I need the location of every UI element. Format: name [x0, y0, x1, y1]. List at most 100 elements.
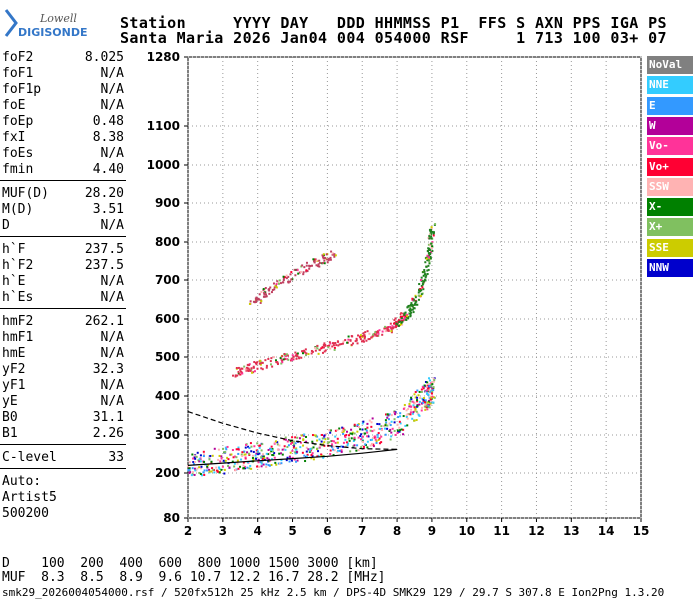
data-point — [305, 270, 308, 273]
data-point — [324, 257, 327, 260]
data-point — [422, 288, 425, 291]
param-value: N/A — [100, 346, 124, 361]
data-point — [278, 279, 281, 282]
data-point — [207, 463, 210, 466]
data-point — [394, 413, 397, 416]
param-row: foF1p N/A — [2, 82, 124, 98]
data-point — [292, 440, 295, 443]
data-point — [418, 283, 421, 286]
data-point — [332, 440, 335, 443]
data-point — [230, 453, 233, 456]
data-point — [299, 446, 302, 449]
data-point — [333, 348, 336, 351]
data-point — [427, 400, 430, 403]
data-point — [277, 282, 280, 285]
header-line-1: Station YYYY DAY DDD HHMMSS P1 FFS S AXN… — [120, 14, 667, 32]
data-point — [398, 420, 401, 423]
data-point — [271, 288, 274, 291]
data-point — [374, 331, 377, 334]
artist-label: Artist5 — [2, 490, 57, 505]
data-point — [206, 465, 209, 468]
data-point — [425, 274, 428, 277]
data-point — [258, 293, 261, 296]
data-point — [344, 436, 347, 439]
data-point — [391, 325, 394, 328]
data-point — [359, 338, 362, 341]
data-point — [340, 445, 343, 448]
data-point — [188, 469, 191, 472]
data-point — [248, 453, 251, 456]
data-point — [430, 251, 433, 254]
data-point — [198, 466, 201, 469]
data-point — [236, 459, 239, 462]
data-point — [272, 454, 275, 457]
data-point — [255, 363, 258, 366]
data-point — [244, 456, 247, 459]
data-point — [202, 471, 205, 474]
data-point — [241, 367, 244, 370]
data-point — [342, 432, 345, 435]
data-point — [223, 460, 226, 463]
data-point — [421, 397, 424, 400]
data-point — [370, 425, 373, 428]
data-point — [381, 333, 384, 336]
data-point — [203, 460, 206, 463]
data-point — [270, 291, 273, 294]
data-point — [244, 446, 247, 449]
data-point — [199, 472, 202, 475]
data-point — [200, 467, 203, 470]
data-point — [422, 400, 425, 403]
param-name: hmE — [2, 346, 26, 361]
data-point — [424, 276, 427, 279]
data-point — [320, 440, 323, 443]
data-point — [432, 401, 435, 404]
data-point — [410, 311, 413, 314]
data-point — [387, 326, 390, 329]
data-point — [219, 460, 222, 463]
data-point — [378, 329, 381, 332]
data-point — [268, 452, 271, 455]
data-point — [405, 316, 408, 319]
data-point — [261, 443, 264, 446]
data-point — [318, 265, 321, 268]
param-name: foEs — [2, 146, 34, 161]
data-point — [342, 340, 345, 343]
data-point — [406, 306, 409, 309]
data-point — [367, 435, 370, 438]
data-point — [208, 458, 211, 461]
artist-code: 500200 — [2, 506, 49, 521]
y-tick-label: 300 — [155, 428, 180, 442]
data-point — [415, 300, 418, 303]
data-point — [224, 451, 227, 454]
data-point — [194, 461, 197, 464]
data-point — [247, 370, 250, 373]
data-point — [290, 357, 293, 360]
data-point — [313, 261, 316, 264]
data-point — [421, 286, 424, 289]
data-point — [257, 452, 260, 455]
x-tick-label: 7 — [358, 524, 366, 538]
data-point — [327, 346, 330, 349]
data-point — [364, 335, 367, 338]
param-name: yE — [2, 394, 18, 409]
data-point — [311, 452, 314, 455]
data-point — [191, 467, 194, 470]
data-point — [333, 346, 336, 349]
data-point — [384, 433, 387, 436]
data-point — [393, 418, 396, 421]
data-point — [367, 338, 370, 341]
data-point — [344, 438, 347, 441]
data-point — [305, 269, 308, 272]
data-point — [384, 427, 387, 430]
y-tick-label: 700 — [155, 273, 180, 287]
data-point — [282, 358, 285, 361]
data-point — [271, 365, 274, 368]
data-point — [328, 441, 331, 444]
param-name: yF2 — [2, 362, 26, 377]
data-point — [417, 413, 420, 416]
data-point — [269, 363, 272, 366]
data-point — [248, 368, 251, 371]
data-point — [399, 429, 402, 432]
data-point — [225, 448, 228, 451]
data-point — [345, 433, 348, 436]
